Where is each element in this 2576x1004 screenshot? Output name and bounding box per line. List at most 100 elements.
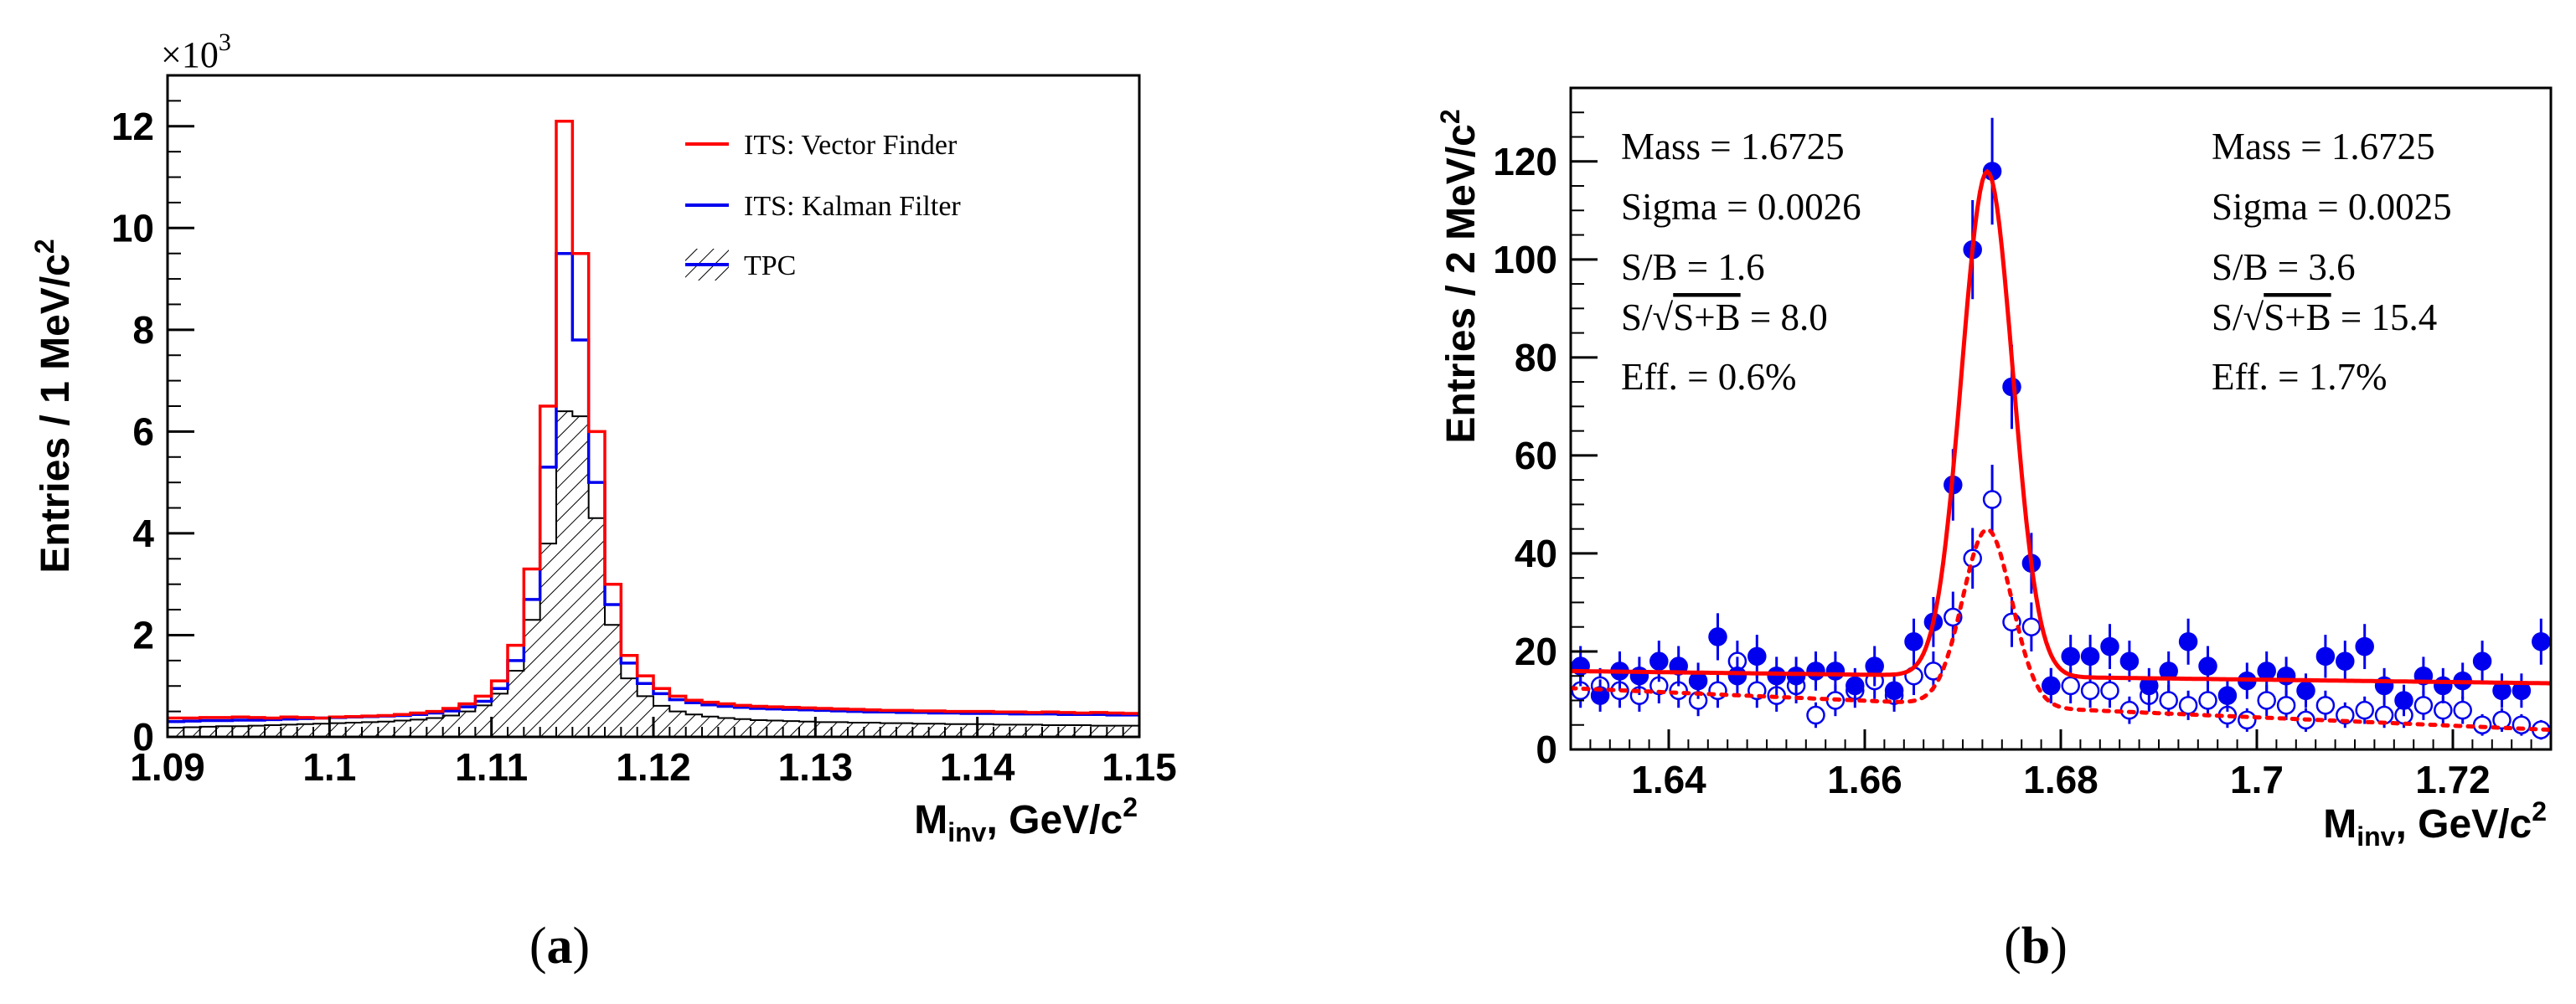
open-point [2355, 700, 2374, 720]
stats-right-sb: S/B = 3.6 [2212, 246, 2356, 288]
a-ytick-label: 12 [111, 105, 154, 148]
panel-a-caption-letter: a [547, 918, 573, 975]
panel-b-caption-close: ) [2050, 918, 2068, 975]
filled-point [2472, 651, 2492, 671]
panel-b-ticks: 1.64 1.66 1.68 1.7 1.72 0 20 40 60 80 100 120 [1493, 111, 2532, 801]
stats-left-sig-under: S+B [1673, 296, 1740, 338]
b-ytick-label: 40 [1515, 532, 1557, 575]
panel-b-stats-left: Mass = 1.6725 Sigma = 0.0026 S/B = 1.6 S… [1621, 126, 1861, 398]
open-point [2100, 681, 2119, 701]
panel-b-ylabel: Entries / 2 MeV/c2 [1435, 109, 1484, 443]
a-xtick-label: 1.09 [130, 745, 205, 789]
panel-a-multiplier-base: ×10 [161, 34, 219, 75]
filled-point [1767, 666, 1786, 686]
panel-a-frame [166, 74, 1141, 739]
filled-point [2355, 636, 2374, 656]
panel-b-xlabel: Minv, GeV/c2 [2323, 796, 2547, 852]
panel-b-caption-letter: b [2021, 918, 2050, 975]
b-ytick-label: 80 [1515, 336, 1557, 379]
filled-point [2315, 646, 2336, 667]
a-ytick-label: 8 [132, 308, 154, 352]
filled-point [1688, 671, 1708, 691]
stats-right-sig-under: S+B [2264, 296, 2331, 338]
open-point [2238, 710, 2257, 730]
tpc-histogram [168, 410, 1139, 729]
open-point [2453, 700, 2472, 720]
panel-a-ylabel: Entries / 1 MeV/c2 [29, 239, 78, 573]
a-ytick-label: 10 [111, 206, 154, 250]
b-xtick-label: 1.66 [1827, 758, 1902, 801]
open-point [2315, 696, 2336, 715]
legend-label-tpc: TPC [744, 250, 796, 281]
fit-curve-open [1571, 527, 2551, 733]
stats-right-sig-value: = 15.4 [2331, 296, 2438, 338]
a-ytick-label: 6 [132, 409, 154, 453]
open-point [2080, 681, 2100, 701]
a-ytick-label: 0 [132, 715, 154, 759]
b-xtick-label: 1.64 [1631, 758, 1706, 801]
b-ytick-label: 20 [1515, 630, 1557, 673]
b-ytick-label: 0 [1536, 728, 1557, 771]
a-xtick-label: 1.11 [455, 745, 528, 789]
a-ytick-label: 4 [132, 512, 154, 555]
open-point [2413, 696, 2434, 715]
stats-right-sigma: Sigma = 0.0025 [2212, 186, 2452, 228]
filled-point [1865, 656, 1884, 676]
open-point [2257, 691, 2276, 710]
filled-point [2080, 646, 2100, 667]
stats-left-sqrt-sign: √ [1653, 296, 1674, 338]
b-xtick-label: 1.68 [2023, 758, 2098, 801]
a-xtick-label: 1.15 [1102, 745, 1177, 789]
filled-point [1846, 676, 1865, 696]
a-xtick-label: 1.1 [302, 745, 356, 789]
filled-point [2178, 632, 2198, 651]
open-point [2159, 691, 2178, 710]
filled-point [1649, 651, 1669, 671]
panel-a-caption-close: ) [573, 918, 591, 975]
stats-left-sig-prefix: S/ [1621, 296, 1653, 338]
panel-b-plot [1571, 117, 2551, 740]
panel-a-xlabel-rest: , GeV/c [986, 798, 1123, 842]
filled-point [2119, 651, 2140, 671]
panel-a-xlabel-sub: inv [947, 817, 986, 847]
panel-a-multiplier: ×103 [161, 28, 231, 75]
open-point [1982, 490, 2002, 509]
fit-curve-filled [1571, 168, 2551, 686]
filled-point [2296, 681, 2315, 701]
open-point [2276, 696, 2296, 715]
panel-b-ylabel-sup: 2 [1435, 109, 1465, 124]
open-point [2178, 696, 2198, 715]
panel-a-xlabel-sup: 2 [1123, 792, 1138, 822]
stats-right-significance: S/√S+B = 15.4 [2212, 296, 2437, 338]
filled-point [1904, 632, 1923, 651]
open-point [2198, 691, 2217, 710]
panel-b-xlabel-sup: 2 [2532, 796, 2547, 826]
a-xtick-label: 1.14 [940, 745, 1015, 789]
panel-a-multiplier-exp: 3 [219, 28, 231, 56]
panel-b-xlabel-sub: inv [2357, 821, 2395, 852]
panel-a-ylabel-sup: 2 [29, 239, 59, 254]
a-ytick-label: 2 [132, 613, 154, 656]
stats-right-sig-prefix: S/ [2212, 296, 2243, 338]
panel-a-plot [168, 119, 1139, 737]
open-point [2336, 705, 2355, 725]
legend-label-kalman-filter: ITS: Kalman Filter [744, 191, 961, 222]
legend-label-vector-finder: ITS: Vector Finder [744, 130, 958, 161]
panel-a-xlabel-main: M [914, 798, 947, 842]
open-point [2061, 676, 2080, 696]
filled-point [2100, 636, 2119, 656]
b-ytick-label: 60 [1515, 434, 1557, 477]
panel-a-caption-open: ( [529, 918, 547, 975]
filled-point [1747, 646, 1767, 667]
b-ytick-label: 100 [1493, 238, 1557, 281]
panel-b: 1.64 1.66 1.68 1.7 1.72 0 20 40 60 80 100 120 Mass … [1435, 86, 2553, 975]
panel-b-caption-open: ( [2004, 918, 2021, 975]
filled-point [2336, 651, 2355, 671]
filled-point [1806, 662, 1825, 681]
filled-point [2198, 656, 2217, 676]
vector-finder-histogram [168, 119, 1139, 720]
b-xtick-label: 1.7 [2230, 758, 2284, 801]
b-xtick-label: 1.72 [2415, 758, 2491, 801]
filled-point [2061, 646, 2080, 667]
